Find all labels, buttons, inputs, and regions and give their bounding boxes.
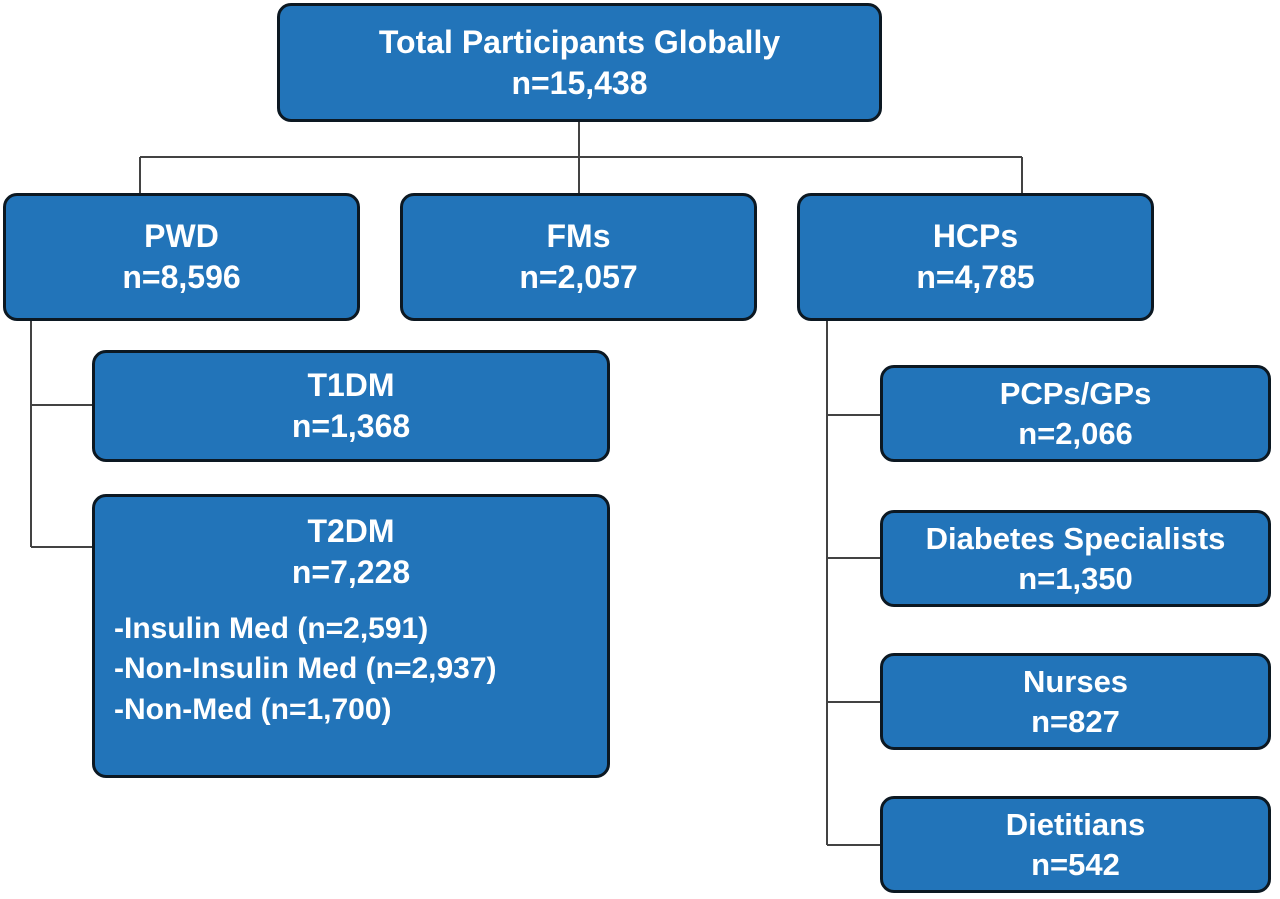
node-pcps-gps: PCPs/GPs n=2,066	[880, 365, 1271, 462]
node-hcps-count: n=4,785	[916, 259, 1035, 295]
node-diabetes-specialists-label: Diabetes Specialists	[925, 520, 1226, 556]
node-total-label: Total Participants Globally	[378, 23, 781, 60]
node-pwd: PWD n=8,596	[3, 193, 360, 321]
node-fms-label: FMs	[546, 218, 611, 255]
node-diabetes-specialists-count: n=1,350	[1018, 560, 1133, 596]
connector-pwd-to-children	[30, 321, 92, 548]
node-t1dm-label: T1DM	[307, 367, 395, 404]
t2dm-detail-non-med: -Non-Med (n=1,700)	[114, 692, 392, 726]
node-total-count: n=15,438	[511, 64, 648, 101]
node-t1dm: T1DM n=1,368	[92, 350, 610, 462]
connector-root-to-level2	[139, 122, 1023, 193]
node-nurses: Nurses n=827	[880, 653, 1271, 750]
t2dm-detail-insulin: -Insulin Med (n=2,591)	[114, 611, 429, 645]
node-pwd-count: n=8,596	[122, 259, 241, 295]
node-pcps-gps-count: n=2,066	[1018, 415, 1133, 451]
node-dietitians-count: n=542	[1031, 846, 1120, 882]
node-fms: FMs n=2,057	[400, 193, 757, 321]
node-nurses-count: n=827	[1031, 703, 1120, 739]
node-diabetes-specialists: Diabetes Specialists n=1,350	[880, 510, 1271, 607]
node-hcps-label: HCPs	[932, 218, 1019, 255]
node-hcps: HCPs n=4,785	[797, 193, 1154, 321]
t2dm-detail-non-insulin: -Non-Insulin Med (n=2,937)	[114, 652, 497, 686]
node-dietitians-label: Dietitians	[1005, 806, 1146, 842]
node-dietitians: Dietitians n=542	[880, 796, 1271, 893]
node-fms-count: n=2,057	[519, 259, 638, 295]
node-total-participants: Total Participants Globally n=15,438	[277, 3, 882, 122]
node-t2dm-details: -Insulin Med (n=2,591) -Non-Insulin Med …	[95, 609, 607, 731]
connector-hcps-to-children	[826, 321, 880, 846]
node-pcps-gps-label: PCPs/GPs	[999, 375, 1152, 411]
node-pwd-label: PWD	[144, 218, 219, 255]
node-t2dm: T2DM n=7,228 -Insulin Med (n=2,591) -Non…	[92, 494, 610, 778]
node-t2dm-label: T2DM	[307, 513, 395, 549]
node-nurses-label: Nurses	[1022, 663, 1129, 699]
node-t2dm-count: n=7,228	[291, 553, 411, 590]
node-t1dm-count: n=1,368	[291, 408, 411, 444]
